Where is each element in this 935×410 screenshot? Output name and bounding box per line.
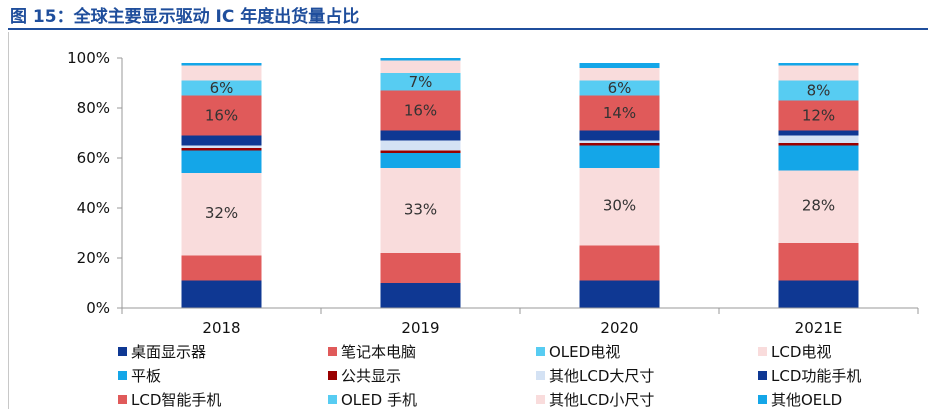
legend-swatch	[536, 395, 545, 404]
segment-labels: 32% 16% 6% 33% 16% 7% 30% 14% 6% 28% 12% 8%	[205, 73, 835, 222]
legend-swatch	[328, 347, 337, 356]
bar-segment	[381, 253, 461, 283]
legend-item: OLED电视	[536, 341, 620, 361]
bar-segment	[381, 283, 461, 308]
segment-label: 28%	[802, 197, 835, 215]
bar-segment	[779, 143, 859, 146]
x-tick-label: 2018	[202, 319, 240, 337]
x-tick-label: 2021E	[795, 319, 843, 337]
bar-segment	[381, 141, 461, 151]
y-tick-label: 40%	[77, 199, 110, 217]
legend-item: LCD电视	[758, 341, 831, 361]
legend-item: 公共显示	[328, 365, 401, 385]
legend-item: 其他OELD	[758, 389, 842, 409]
legend-label: LCD智能手机	[131, 389, 221, 410]
bar-segment	[779, 136, 859, 144]
y-tick-label: 0%	[86, 299, 110, 317]
legend-item: OLED 手机	[328, 389, 417, 409]
bar-segment	[580, 243, 660, 246]
bar-segment	[580, 281, 660, 309]
bar-segment	[779, 66, 859, 81]
legend-label: 其他OELD	[771, 389, 842, 410]
segment-label: 33%	[404, 200, 437, 218]
legend-label: OLED 手机	[341, 389, 417, 410]
legend-label: 其他LCD小尺寸	[549, 389, 654, 410]
legend-swatch	[758, 395, 767, 404]
bar-segment	[580, 141, 660, 144]
y-tick-label: 20%	[77, 249, 110, 267]
bar-segment	[779, 241, 859, 244]
bar-segment	[381, 58, 461, 61]
legend-swatch	[118, 395, 127, 404]
bar-segment	[182, 148, 262, 151]
legend-swatch	[758, 347, 767, 356]
bar-segment	[381, 131, 461, 141]
bar-segment	[182, 63, 262, 66]
x-axis: 2018 2019 2020 2021E	[122, 308, 918, 337]
bar-segment	[779, 281, 859, 309]
bar-segment	[779, 146, 859, 171]
bar-segment	[182, 136, 262, 146]
segment-label: 32%	[205, 204, 238, 222]
x-tick-label: 2019	[401, 319, 439, 337]
legend-item: LCD智能手机	[118, 389, 221, 409]
bar-segment	[779, 243, 859, 281]
bar-segment	[580, 143, 660, 146]
segment-label: 7%	[409, 73, 433, 91]
y-tick-label: 60%	[77, 149, 110, 167]
legend-label: OLED电视	[549, 341, 620, 362]
legend-item: 笔记本电脑	[328, 341, 416, 361]
bar-segment	[381, 151, 461, 154]
bar-segment	[381, 61, 461, 74]
bars	[182, 58, 859, 308]
legend-swatch	[328, 371, 337, 380]
bar-segment	[580, 63, 660, 68]
segment-label: 8%	[807, 82, 831, 100]
bar-segment	[580, 146, 660, 169]
legend-label: 笔记本电脑	[341, 341, 416, 362]
legend-swatch	[758, 371, 767, 380]
bar-segment	[182, 151, 262, 174]
y-tick-label: 80%	[77, 99, 110, 117]
legend-swatch	[328, 395, 337, 404]
bar-segment	[381, 153, 461, 168]
segment-label: 30%	[603, 197, 636, 215]
y-axis: 0% 20% 40% 60% 80% 100%	[67, 49, 122, 317]
segment-label: 6%	[608, 79, 632, 97]
segment-label: 6%	[210, 79, 234, 97]
legend-item: 其他LCD大尺寸	[536, 365, 654, 385]
legend-swatch	[118, 371, 127, 380]
legend-item: LCD功能手机	[758, 365, 861, 385]
bar-segment	[182, 256, 262, 281]
legend-label: 公共显示	[341, 365, 401, 386]
bar-segment	[580, 246, 660, 281]
bar-segment	[182, 146, 262, 149]
legend-label: LCD电视	[771, 341, 831, 362]
legend-item: 平板	[118, 365, 161, 385]
segment-label: 14%	[603, 104, 636, 122]
bar-segment	[381, 251, 461, 254]
legend-item: 其他LCD小尺寸	[536, 389, 654, 409]
legend-item: 桌面显示器	[118, 341, 206, 361]
legend-swatch	[536, 371, 545, 380]
x-tick-label: 2020	[600, 319, 638, 337]
legend-label: 平板	[131, 365, 161, 386]
bar-segment	[580, 131, 660, 141]
legend-swatch	[536, 347, 545, 356]
bar-segment	[779, 63, 859, 66]
legend-label: 桌面显示器	[131, 341, 206, 362]
bar-segment	[182, 253, 262, 256]
segment-label: 12%	[802, 107, 835, 125]
bar-segment	[779, 131, 859, 136]
legend-label: LCD功能手机	[771, 365, 861, 386]
segment-label: 16%	[205, 107, 238, 125]
legend-label: 其他LCD大尺寸	[549, 365, 654, 386]
legend-swatch	[118, 347, 127, 356]
segment-label: 16%	[404, 102, 437, 120]
y-tick-label: 100%	[67, 49, 110, 67]
bar-segment	[182, 281, 262, 309]
